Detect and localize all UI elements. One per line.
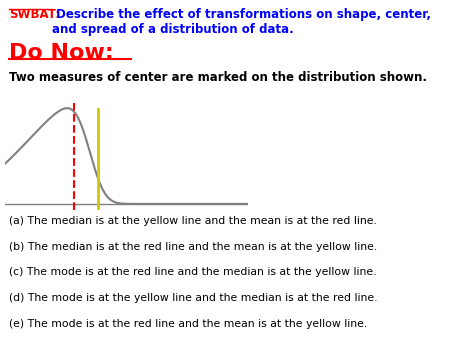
Text: (c) The mode is at the red line and the median is at the yellow line.: (c) The mode is at the red line and the … (9, 267, 377, 277)
Text: (e) The mode is at the red line and the mean is at the yellow line.: (e) The mode is at the red line and the … (9, 319, 367, 329)
Text: (a) The median is at the yellow line and the mean is at the red line.: (a) The median is at the yellow line and… (9, 216, 377, 226)
Text: (b) The median is at the red line and the mean is at the yellow line.: (b) The median is at the red line and th… (9, 242, 377, 252)
Text: (d) The mode is at the yellow line and the median is at the red line.: (d) The mode is at the yellow line and t… (9, 293, 378, 303)
Text: Do Now:: Do Now: (9, 43, 114, 63)
Text: SWBAT:: SWBAT: (9, 7, 60, 21)
Text: Describe the effect of transformations on shape, center, and spread of a distrib: Describe the effect of transformations o… (52, 7, 431, 35)
Text: Two measures of center are marked on the distribution shown.: Two measures of center are marked on the… (9, 71, 427, 84)
